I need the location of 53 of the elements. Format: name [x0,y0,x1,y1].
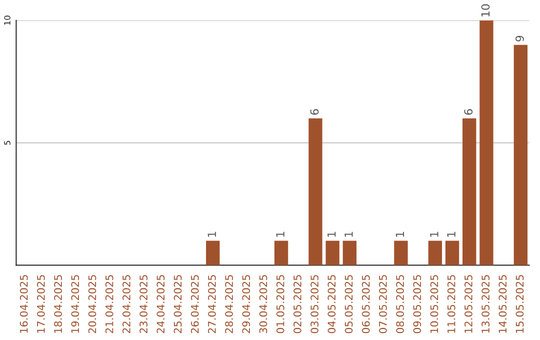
x-tick-label: 09.05.2025 [413,275,422,334]
x-tick-label: 17.04.2025 [36,275,45,333]
data-label: 10 [481,4,490,16]
x-tick-label: 16.04.2025 [20,275,28,333]
x-tick-label: 25.04.2025 [174,275,182,334]
bar [206,240,220,266]
bar [480,20,494,266]
x-tick-label: 15.05.2025 [516,275,524,333]
x-tick-label: 28.04.2025 [225,275,233,334]
x-tick-label: 03.05.2025 [310,275,318,334]
x-tick-label: 10.05.2025 [430,275,438,333]
data-label: 1 [276,232,284,237]
x-tick-label: 08.05.2025 [396,275,404,334]
data-label: 1 [208,232,216,237]
x-tick-label: 06.05.2025 [362,275,370,334]
x-tick-label: 30.04.2025 [259,275,268,334]
x-tick-label: 19.04.2025 [71,275,80,333]
x-tick-label: 22.04.2025 [122,275,130,334]
data-label: 1 [328,232,336,237]
data-label: 1 [447,232,456,237]
data-label: 1 [396,232,404,237]
bar [428,240,442,266]
x-tick-label: 27.04.2025 [208,275,216,334]
data-label: 1 [344,232,353,237]
bar [514,44,528,266]
x-tick-label: 05.05.2025 [344,275,353,334]
y-tick-label: 5 [4,140,10,145]
bar [394,240,408,266]
x-tick-label: 04.05.2025 [328,275,336,334]
bar [326,240,340,266]
data-label: 9 [515,36,524,42]
x-tick-label: 01.05.2025 [276,275,284,334]
x-tick-label: 13.05.2025 [482,275,490,333]
x-tick-label: 12.05.2025 [464,275,472,333]
x-tick-label: 07.05.2025 [378,275,387,334]
data-label: 6 [310,109,319,115]
bar [462,118,476,266]
data-label: 1 [430,232,438,237]
x-tick-label: 23.04.2025 [140,275,148,334]
x-tick-label: 24.04.2025 [156,275,165,334]
x-tick-label: 14.05.2025 [498,275,507,333]
data-label: 6 [464,109,473,115]
x-tick-label: 11.05.2025 [447,275,456,333]
bar [274,240,288,266]
bar [445,240,460,266]
bar [342,240,356,266]
x-tick-label: 20.04.2025 [88,275,96,334]
x-tick-label: 29.04.2025 [242,275,250,334]
bar [308,118,322,266]
x-tick-label: 26.04.2025 [190,275,199,334]
x-tick-label: 18.04.2025 [54,275,62,333]
x-tick-label: 02.05.2025 [293,275,302,334]
x-tick-label: 21.04.2025 [105,275,114,334]
